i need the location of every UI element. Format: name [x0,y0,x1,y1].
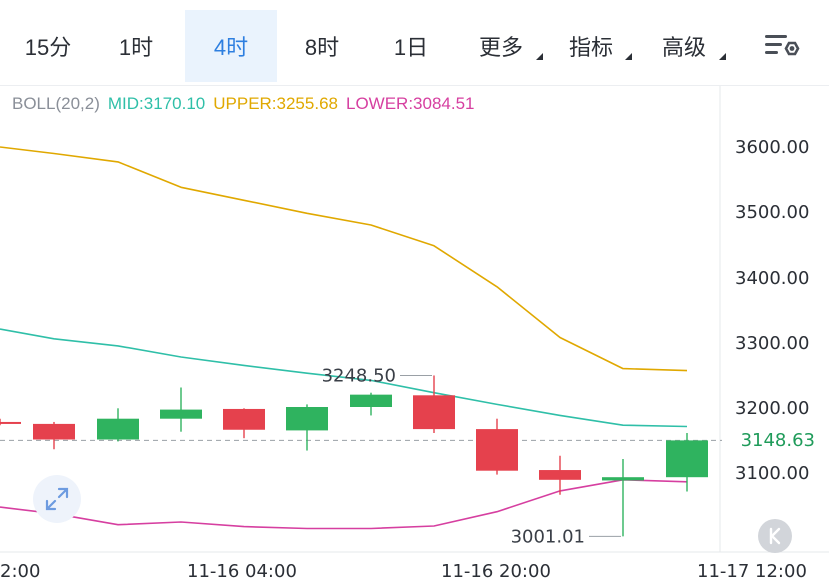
candle-body [160,409,202,419]
tab-6[interactable]: 更多 [455,10,547,82]
dropdown-caret-icon [719,53,726,60]
x-tick-label: 2:00 [0,561,41,582]
chart-settings-icon[interactable] [762,30,802,64]
current-price-label: 3148.63 [722,428,829,454]
candle-body [476,429,518,471]
tab-label: 4时 [213,35,249,60]
dropdown-caret-icon [625,53,632,60]
candle-body [223,408,265,430]
tab-8[interactable]: 高级 [638,10,730,82]
x-tick-label: 11-17 12:00 [697,561,807,582]
candle-body [286,407,328,431]
y-tick-label: 3100.00 [735,463,810,484]
x-tick-label: 11-16 20:00 [441,561,551,582]
dropdown-caret-icon [536,53,543,60]
legend-upper: UPPER:3255.68 [213,94,338,113]
tab-label: 1时 [118,35,154,60]
y-tick-label: 3200.00 [735,398,810,419]
tab-2[interactable]: 1时 [100,10,172,82]
candle-body [539,470,581,480]
tabbar-divider [0,85,829,86]
tab-5[interactable]: 1日 [370,10,452,82]
candle-body [97,418,139,440]
candle-body [602,477,644,481]
boll-lower-line [0,478,688,530]
y-tick-label: 3400.00 [735,268,810,289]
candlestick-chart[interactable]: 3248.50 3001.01 [0,86,829,583]
boll-upper-line [0,146,688,372]
candle-body [350,394,392,407]
candle-body [413,395,455,430]
boll-mid-line [0,328,688,428]
low-price-annotation: 3001.01 [511,526,585,547]
legend-lower: LOWER:3084.51 [345,94,475,113]
tab-3[interactable]: 4时 [185,10,277,82]
tab-1[interactable]: 15分 [14,10,82,82]
legend-mid: MID:3170.10 [107,94,206,113]
tab-4[interactable]: 8时 [278,10,366,82]
tab-label: 8时 [304,35,340,60]
candle-body [0,421,21,424]
y-tick-label: 3500.00 [735,202,810,223]
y-tick-label: 3600.00 [735,137,810,158]
y-tick-label: 3300.00 [735,333,810,354]
boll-legend: BOLL(20,2) MID:3170.10 UPPER:3255.68 LOW… [12,94,475,114]
x-tick-label: 11-16 04:00 [187,561,297,582]
tab-label: 指标 [568,35,613,60]
tab-7[interactable]: 指标 [546,10,636,82]
tab-label: 15分 [24,35,72,60]
legend-indicator-name: BOLL(20,2) [12,94,100,113]
timeframe-tabbar: 15分 1时 4时 8时 1日 更多 指标 高级 [0,0,829,86]
expand-arrows-icon[interactable] [33,475,81,523]
k-back-icon[interactable] [758,519,792,553]
tab-label: 1日 [393,35,429,60]
candle-body [666,440,708,478]
tab-label: 更多 [478,35,523,60]
candle-body [33,423,75,440]
high-price-annotation: 3248.50 [322,365,396,386]
tab-label: 高级 [661,35,706,60]
